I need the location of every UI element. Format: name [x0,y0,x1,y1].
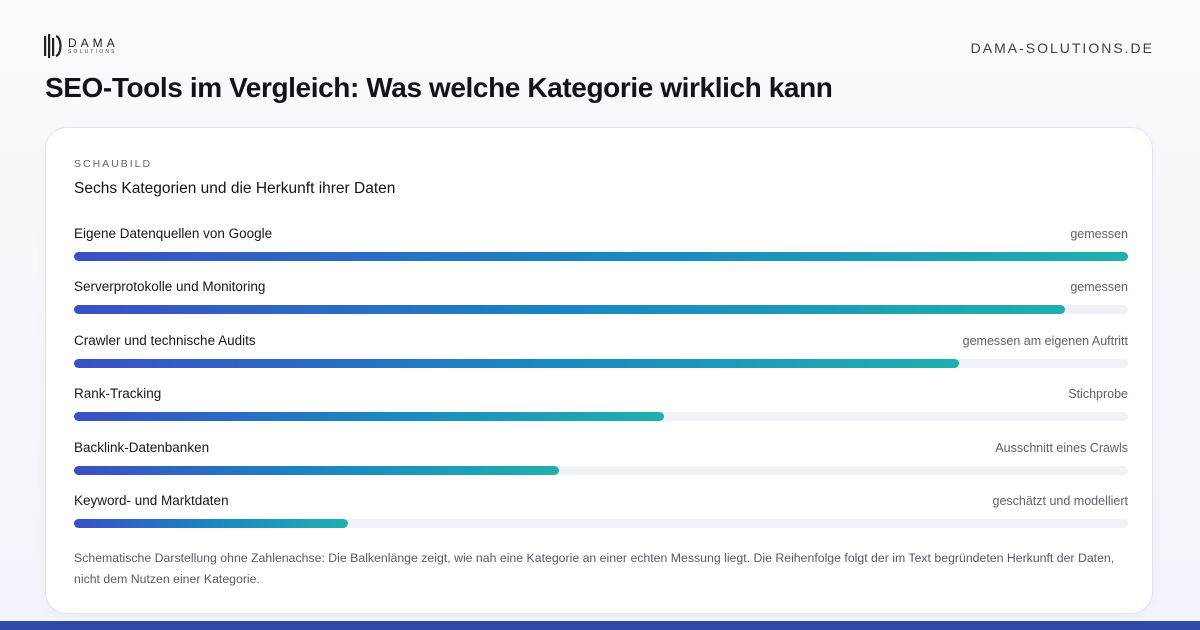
bar-row: Backlink-Datenbanken Ausschnitt eines Cr… [74,440,1128,493]
brand-logo: DAMA SOLUTIONS [44,34,119,58]
bar-fill [74,305,1065,315]
bar-chart: Eigene Datenquellen von Google gemessen … [74,226,1128,546]
bar-annotation: geschätzt und modelliert [992,493,1129,508]
bar-track [74,358,1128,368]
chart-card: SCHAUBILD Sechs Kategorien und die Herku… [45,127,1153,614]
bar-fill [74,518,349,528]
brand-name: DAMA [68,36,119,50]
bar-label: Eigene Datenquellen von Google [74,226,273,241]
brand-tagline: SOLUTIONS [68,49,117,55]
bar-label: Rank-Tracking [74,386,162,402]
bar-fill [74,252,1128,261]
bar-fill [74,358,960,368]
bar-track [74,412,1128,422]
dama-logo-icon [44,34,62,58]
bar-annotation: Stichprobe [1068,387,1128,402]
bar-row: Crawler und technische Audits gemessen a… [74,333,1128,386]
bar-annotation: gemessen [1070,280,1128,295]
bar-track [74,252,1128,261]
chart-footnote: Schematische Darstellung ohne Zahlenachs… [74,551,1115,586]
chart-title: Sechs Kategorien und die Herkunft ihrer … [74,180,396,197]
bar-row: Rank-Tracking Stichprobe [74,386,1128,439]
bar-label: Serverprotokolle und Monitoring [74,279,266,295]
page-title: SEO-Tools im Vergleich: Was welche Kateg… [45,72,833,103]
site-url[interactable]: DAMA-SOLUTIONS.DE [970,40,1154,56]
bar-track [74,518,1128,528]
bar-track [74,305,1128,315]
bar-track [74,465,1128,475]
bar-fill [74,412,665,422]
bar-row: Eigene Datenquellen von Google gemessen [74,226,1128,279]
bar-annotation: gemessen am eigenen Auftritt [962,333,1128,348]
bar-fill [74,465,559,475]
footer-accent-bar [0,621,1200,630]
bar-annotation: Ausschnitt eines Crawls [995,440,1128,455]
bar-row: Keyword- und Marktdaten geschätzt und mo… [74,493,1128,546]
bar-label: Keyword- und Marktdaten [74,492,229,508]
card-eyebrow: SCHAUBILD [74,158,153,170]
bar-label: Backlink-Datenbanken [74,439,210,455]
bar-row: Serverprotokolle und Monitoring gemessen [74,279,1128,332]
bar-annotation: gemessen [1070,227,1128,241]
bar-label: Crawler und technische Audits [74,332,256,348]
